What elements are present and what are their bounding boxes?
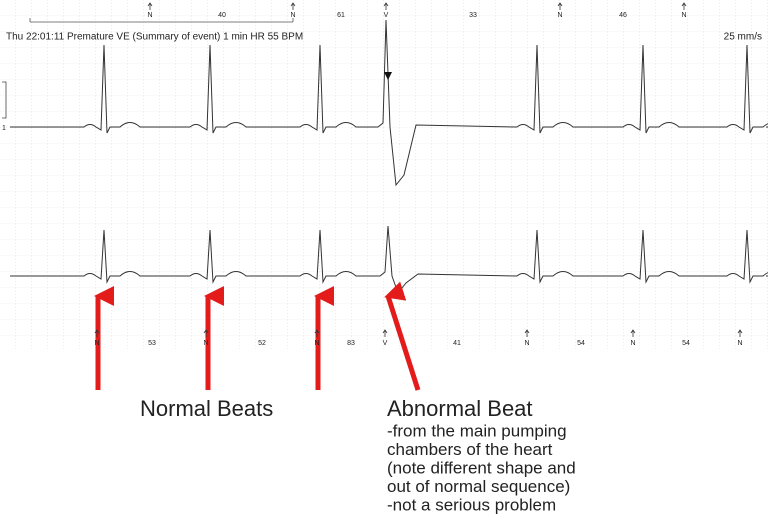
ecg-trace <box>10 225 768 295</box>
marker-tick <box>630 329 636 337</box>
beat-label: 53 <box>148 340 156 347</box>
beat-label: 52 <box>258 340 266 347</box>
marker-tick <box>203 329 209 337</box>
ecg-trace <box>10 19 768 187</box>
beat-label: N <box>681 12 686 19</box>
beat-label: 46 <box>619 12 627 19</box>
abnormal-line: -not a serious problem <box>387 495 556 514</box>
marker-tick <box>383 2 389 10</box>
beat-label: V <box>383 340 388 347</box>
paper-speed: 25 mm/s <box>724 32 762 43</box>
beat-label: N <box>737 340 742 347</box>
beat-label: N <box>314 340 319 347</box>
abnormal-line: -from the main pumping <box>387 421 567 440</box>
beat-label: V <box>384 12 389 19</box>
beat-label: N <box>557 12 562 19</box>
beat-label: 54 <box>682 340 690 347</box>
lead-label: 1 <box>2 125 6 132</box>
marker-tick <box>94 329 100 337</box>
marker-tick <box>681 2 687 10</box>
beat-label: 33 <box>469 12 477 19</box>
beat-label: N <box>290 12 295 19</box>
marker-tick <box>382 329 388 337</box>
event-header: Thu 22:01:11 Premature VE (Summary of ev… <box>6 32 303 43</box>
grid <box>0 0 768 350</box>
marker-tick <box>737 329 743 337</box>
beat-label: N <box>630 340 635 347</box>
abnormal-line: out of normal sequence) <box>387 477 570 496</box>
beat-label: 40 <box>218 12 226 19</box>
beat-label: N <box>94 340 99 347</box>
header-rule <box>29 18 294 23</box>
event-marker <box>384 72 392 80</box>
abnormal-line: (note different shape and <box>387 458 576 477</box>
beat-label: 61 <box>337 12 345 19</box>
beat-label: N <box>147 12 152 19</box>
marker-tick <box>290 2 296 10</box>
normal-label: Normal Beats <box>140 396 273 421</box>
abnormal-line: chambers of the heart <box>387 440 553 459</box>
marker-tick <box>147 2 153 10</box>
arrows <box>94 281 421 391</box>
beat-label: N <box>524 340 529 347</box>
calibration <box>2 81 7 119</box>
marker-tick <box>314 329 320 337</box>
beat-label: 54 <box>577 340 585 347</box>
beat-label: 41 <box>453 340 461 347</box>
marker-tick <box>557 2 563 10</box>
abnormal-title: Abnormal Beat <box>387 396 533 421</box>
beat-label: 83 <box>347 340 355 347</box>
arrow <box>384 281 421 391</box>
marker-tick <box>524 329 530 337</box>
beat-label: N <box>203 340 208 347</box>
